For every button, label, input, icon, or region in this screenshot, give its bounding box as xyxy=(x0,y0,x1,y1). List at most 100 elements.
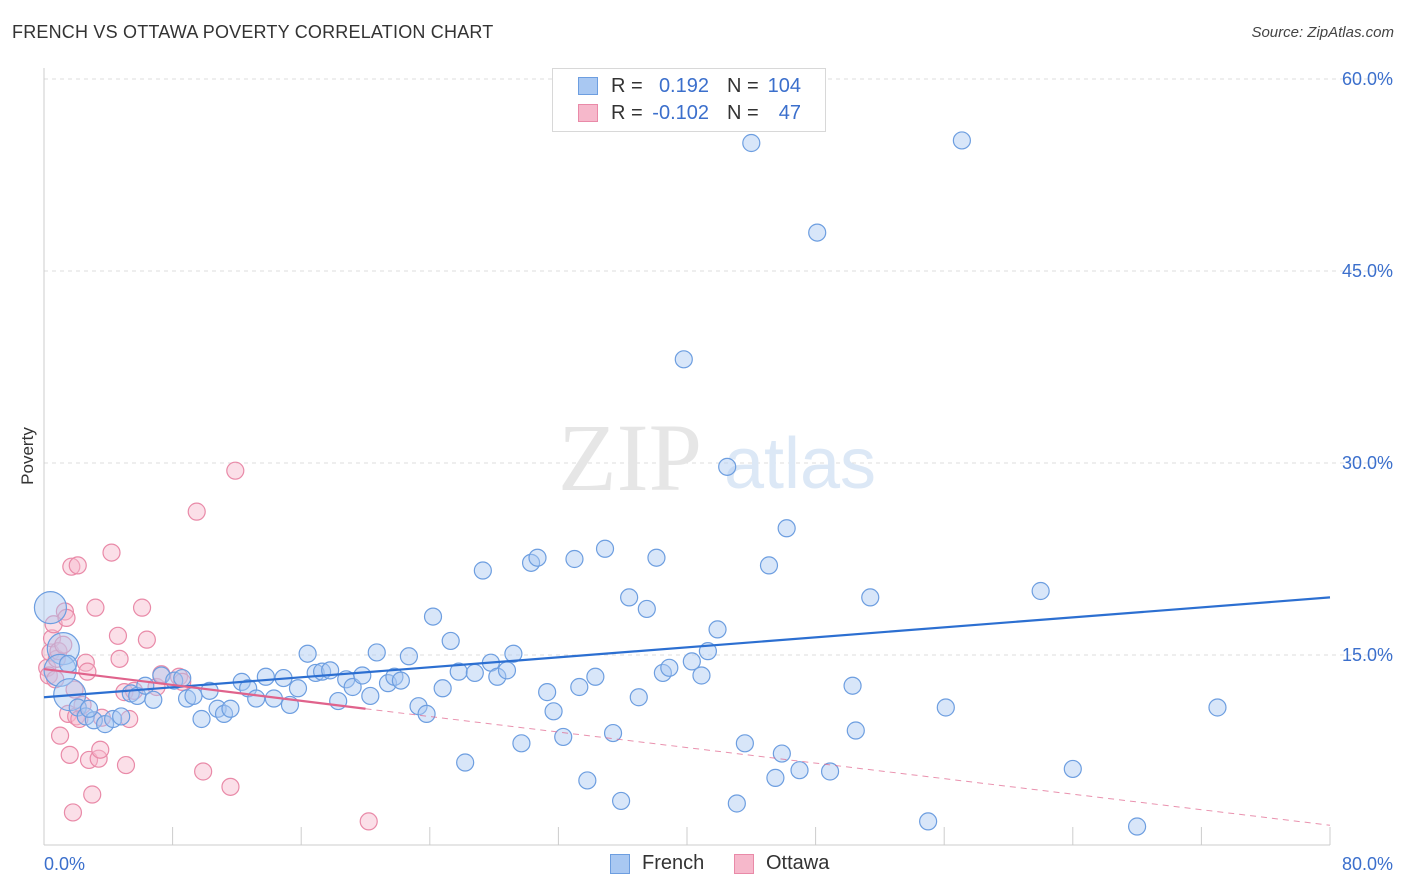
french-point xyxy=(808,223,827,242)
french-point xyxy=(742,133,761,153)
french-point xyxy=(820,762,840,781)
french-point xyxy=(595,539,615,558)
ottawa-point xyxy=(63,803,83,822)
ottawa-point xyxy=(79,750,99,770)
french-point xyxy=(660,658,679,677)
french-point xyxy=(184,686,203,706)
r-value: 0.192 xyxy=(658,75,709,97)
ottawa-series xyxy=(38,461,378,831)
watermark: ZIP atlas xyxy=(558,404,876,511)
ottawa-point xyxy=(86,598,105,617)
french-point xyxy=(611,791,631,811)
french-point xyxy=(586,667,605,686)
french-point xyxy=(554,727,573,747)
french-point xyxy=(112,707,131,726)
ottawa-legend-label: Ottawa xyxy=(766,852,830,874)
chart-title: FRENCH VS OTTAWA POVERTY CORRELATION CHA… xyxy=(12,22,494,42)
french-point xyxy=(192,709,211,729)
french-point xyxy=(465,663,484,683)
ottawa-point xyxy=(194,762,213,781)
french-point xyxy=(843,676,862,695)
french-point xyxy=(353,666,372,685)
french-point xyxy=(59,654,78,674)
ottawa-point xyxy=(91,740,110,759)
gridlines xyxy=(44,78,1392,656)
ottawa-point xyxy=(137,630,156,649)
french-point xyxy=(570,677,589,697)
french-point xyxy=(603,723,623,743)
ottawa-point xyxy=(83,785,102,804)
ottawa-point xyxy=(221,777,240,796)
french-point xyxy=(735,734,754,753)
french-point xyxy=(727,794,746,813)
french-legend-swatch xyxy=(610,854,630,874)
french-point xyxy=(647,548,666,567)
french-point xyxy=(629,688,648,707)
french-point xyxy=(790,761,809,780)
watermark-zip: ZIP xyxy=(558,404,702,511)
french-point xyxy=(361,686,380,706)
r-label: R = xyxy=(611,75,643,97)
french-point xyxy=(399,647,419,666)
n-label: N = xyxy=(727,75,759,97)
y-axis-label: Poverty xyxy=(18,427,37,485)
french-point xyxy=(79,699,99,718)
ottawa-point xyxy=(132,598,152,617)
ottawa-point xyxy=(110,649,129,668)
french-point xyxy=(777,519,796,538)
french-point xyxy=(565,549,584,569)
french-series xyxy=(33,131,1227,836)
ottawa-point xyxy=(78,662,97,681)
ottawa-point xyxy=(89,749,108,768)
ottawa-swatch xyxy=(578,104,598,122)
y-tick-label: 30.0% xyxy=(1342,453,1393,473)
legend-row-french: R = 0.192 N = 104 xyxy=(553,73,825,99)
y-tick-label: 45.0% xyxy=(1342,261,1393,281)
french-point xyxy=(718,457,737,476)
french-point xyxy=(952,131,971,150)
ottawa-trend-extension xyxy=(365,708,1331,826)
n-value: 47 xyxy=(778,102,801,124)
ottawa-point xyxy=(108,626,128,645)
french-legend-label: French xyxy=(642,852,705,874)
french-point xyxy=(144,690,163,709)
ottawa-point xyxy=(60,745,79,764)
ottawa-point xyxy=(62,557,81,576)
french-point xyxy=(433,679,452,698)
ottawa-point xyxy=(76,653,95,672)
french-point xyxy=(221,699,240,718)
ottawa-point xyxy=(359,812,378,831)
french-point xyxy=(456,753,475,772)
french-point xyxy=(488,667,507,686)
ottawa-point xyxy=(54,635,73,654)
french-point xyxy=(766,768,785,787)
french-point xyxy=(846,721,865,740)
legend-row-ottawa: R = -0.102 N = 47 xyxy=(553,100,825,126)
french-point xyxy=(637,599,656,619)
french-point xyxy=(423,607,443,626)
french-point xyxy=(578,771,597,790)
french-point xyxy=(1127,817,1147,836)
french-point xyxy=(528,548,547,567)
french-point xyxy=(759,556,779,575)
french-point xyxy=(708,620,727,639)
n-label: N = xyxy=(727,102,759,124)
stats-legend: R = 0.192 N = 104 R = -0.102 N = 47 xyxy=(552,68,826,132)
ottawa-trend-line xyxy=(43,667,366,710)
axes xyxy=(43,68,1331,846)
french-point xyxy=(504,644,523,663)
french-point xyxy=(620,588,639,607)
french-point xyxy=(367,643,386,662)
french-point xyxy=(391,671,410,690)
ottawa-point xyxy=(116,755,136,775)
y-tick-label: 15.0% xyxy=(1342,645,1393,665)
french-point xyxy=(919,812,938,831)
french-point xyxy=(1208,698,1227,717)
r-label: R = xyxy=(611,102,643,124)
trend-lines xyxy=(43,596,1331,826)
french-point xyxy=(772,744,791,763)
french-point xyxy=(173,668,192,688)
french-swatch xyxy=(578,77,598,95)
chart-source: Source: ZipAtlas.com xyxy=(1251,24,1394,41)
